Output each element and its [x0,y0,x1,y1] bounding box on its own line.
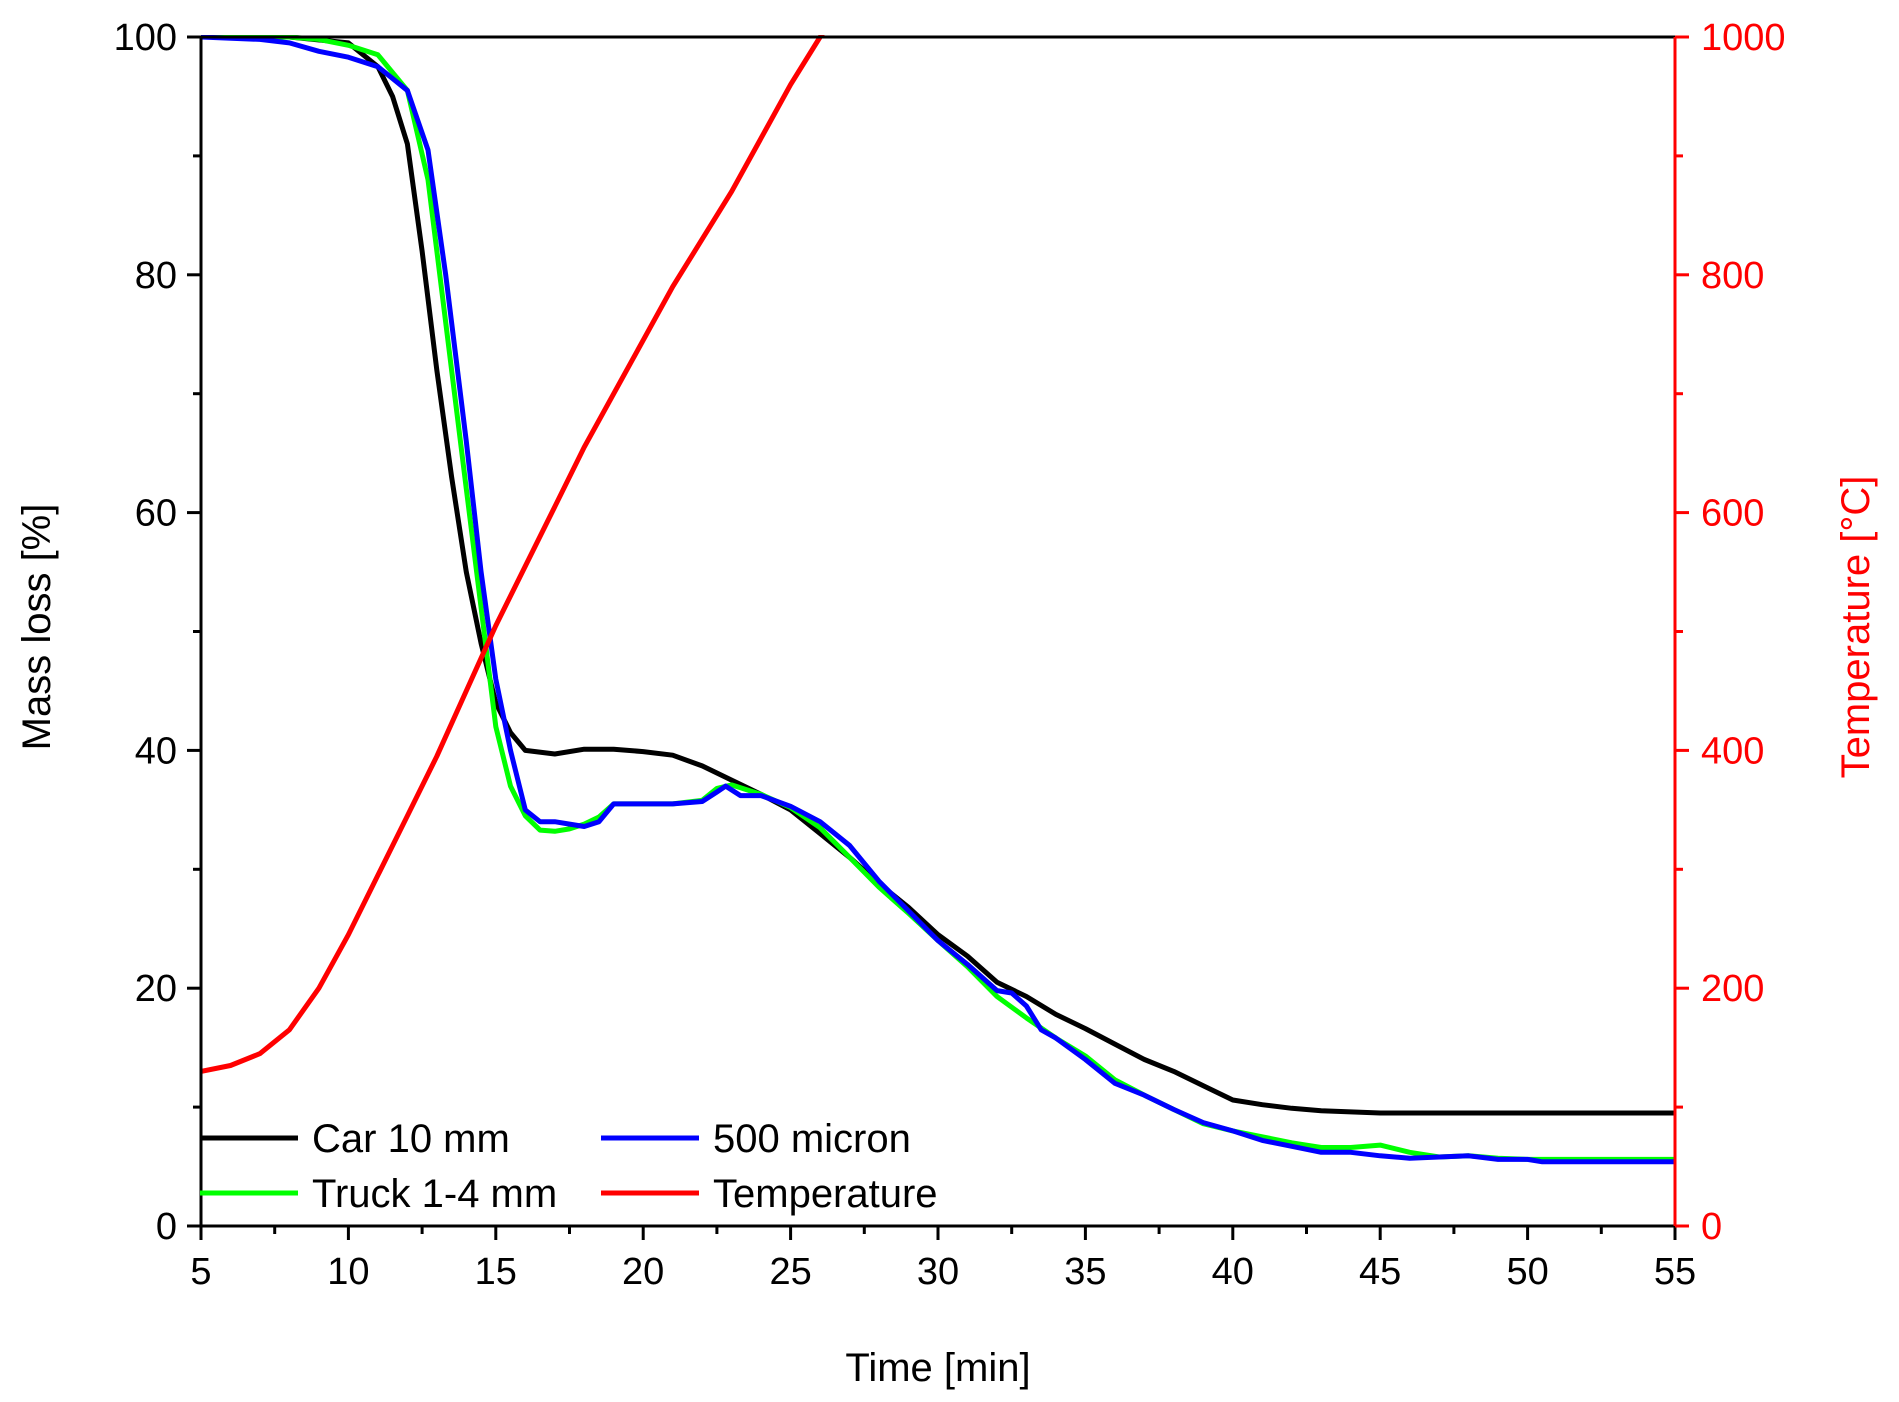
y2-axis-title: Temperature [°C] [1834,476,1878,779]
y2-tick-label: 1000 [1701,17,1786,59]
series-line-car-10-mm [201,35,1675,1116]
series-line-temperature [201,35,825,1074]
y-tick-label: 0 [156,1206,177,1248]
y-axis-title: Mass loss [%] [15,504,59,751]
legend-item-car: Car 10 mm [200,1117,510,1161]
legend-item-truck: Truck 1-4 mm [200,1172,557,1216]
x-tick-label: 5 [190,1251,211,1293]
legend-label-temperature: Temperature [713,1172,938,1216]
y2-tick-label: 200 [1701,968,1764,1010]
y-tick-label: 60 [135,493,177,535]
x-tick-label: 25 [769,1251,811,1293]
series-line-truck-1-4-mm [201,35,1675,1162]
axes [199,35,1677,1228]
y2-tick-label: 600 [1701,493,1764,535]
series-line-500-micron [201,35,1675,1165]
y2-tick-label: 0 [1701,1206,1722,1248]
legend-label-truck: Truck 1-4 mm [312,1172,557,1216]
x-tick-label: 55 [1654,1251,1696,1293]
y2-tick-label: 400 [1701,730,1764,772]
legend-label-500-micron: 500 micron [713,1117,911,1161]
x-tick-label: 45 [1359,1251,1401,1293]
legend-item-500-micron: 500 micron [601,1117,911,1161]
x-axis-title: Time [min] [845,1346,1030,1390]
y-tick-label: 100 [114,17,177,59]
legend: Car 10 mm Truck 1-4 mm 500 micron Temper… [200,1117,938,1216]
y-tick-label: 20 [135,968,177,1010]
plot-lines [201,35,1675,1165]
legend-item-temperature: Temperature [601,1172,938,1216]
y-tick-label: 80 [135,255,177,297]
legend-label-car: Car 10 mm [312,1117,510,1161]
x-tick-label: 35 [1064,1251,1106,1293]
x-tick-label: 15 [475,1251,517,1293]
ticks: 5 10 15 20 25 30 35 40 45 50 550204060801000200400… [114,17,1786,1293]
y-tick-label: 40 [135,730,177,772]
y2-tick-label: 800 [1701,255,1764,297]
x-tick-label: 30 [917,1251,959,1293]
x-tick-label: 50 [1506,1251,1548,1293]
x-tick-label: 10 [327,1251,369,1293]
x-tick-label: 40 [1212,1251,1254,1293]
x-tick-label: 20 [622,1251,664,1293]
